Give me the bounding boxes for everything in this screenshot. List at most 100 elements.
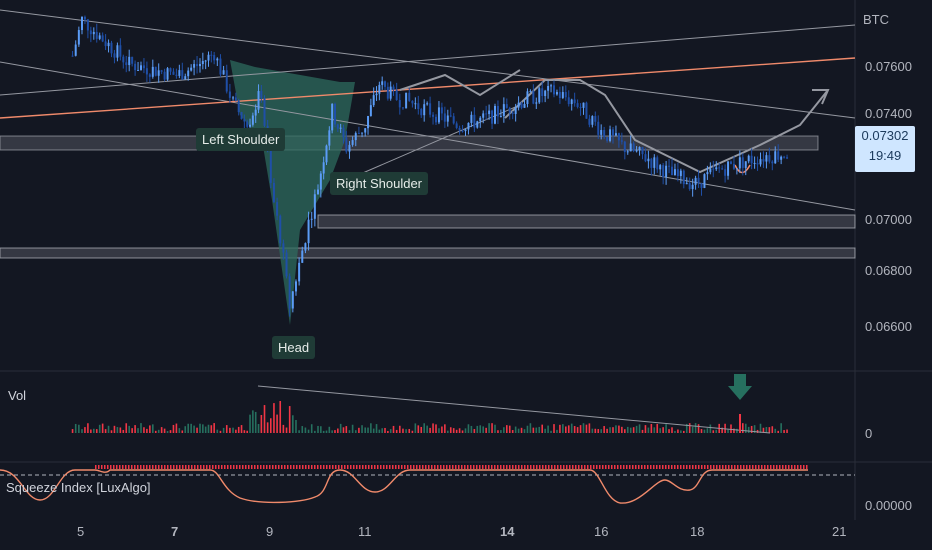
volume-bar: [199, 423, 201, 433]
candle-body: [140, 65, 142, 70]
volume-bar: [562, 424, 564, 433]
trendline-ascending-long[interactable]: [0, 24, 856, 96]
candle-body: [765, 155, 768, 162]
candle-body: [113, 53, 116, 58]
volume-bar: [494, 424, 496, 433]
projection-path[interactable]: [504, 79, 829, 174]
volume-bar: [252, 410, 254, 433]
volume-trendline[interactable]: [257, 385, 771, 434]
candle-body: [570, 99, 573, 105]
volume-bar: [202, 424, 204, 433]
label-left-shoulder: Left Shoulder: [196, 128, 286, 151]
candle-body: [204, 60, 207, 62]
candle-body: [116, 45, 119, 58]
candle-body: [411, 100, 414, 104]
volume-bar: [107, 425, 110, 433]
candle-body: [260, 91, 263, 98]
volume-bar: [334, 430, 336, 433]
candle-body: [301, 250, 304, 263]
trendline-descending-long[interactable]: [0, 61, 856, 211]
candle-body: [351, 140, 354, 145]
candle-body: [367, 116, 370, 129]
support-zone-middle[interactable]: [317, 214, 856, 229]
candle-body: [688, 183, 691, 190]
volume-bar: [213, 423, 215, 433]
candle-body: [458, 127, 461, 131]
candle-body: [738, 157, 741, 169]
support-zone-lower[interactable]: [0, 247, 856, 259]
candle-body: [579, 107, 582, 109]
volume-bar: [736, 428, 738, 433]
volume-bar: [95, 429, 98, 433]
candle-body: [476, 121, 479, 128]
trendline-descending-upper[interactable]: [0, 9, 856, 119]
volume-bar: [626, 426, 629, 433]
candle-body: [517, 102, 520, 108]
candle-body: [547, 86, 550, 91]
candle-body: [294, 281, 297, 292]
volume-bar: [110, 430, 113, 433]
y-tick-2: 0.07000: [865, 212, 912, 227]
projection-arrowhead: [812, 89, 830, 105]
volume-bar: [517, 428, 520, 433]
candle-body: [279, 215, 282, 244]
volume-bar: [273, 403, 275, 433]
volume-bar: [452, 428, 455, 433]
volume-bar: [169, 430, 172, 433]
volume-bar: [314, 430, 316, 433]
volume-bar: [154, 430, 157, 433]
candle-body: [331, 103, 334, 131]
candle-body: [304, 243, 307, 251]
x-tick-6: 18: [690, 524, 704, 539]
volume-bar: [387, 430, 389, 433]
volume-bar: [351, 424, 354, 433]
candle-body: [467, 122, 470, 130]
volume-bar: [193, 425, 195, 433]
candle-body: [354, 133, 357, 141]
volume-bar: [697, 424, 700, 433]
candle-body: [759, 159, 762, 165]
candle-body: [747, 155, 750, 162]
volume-bar: [187, 423, 189, 433]
volume-bar: [629, 427, 632, 433]
volume-bar: [742, 423, 744, 433]
candle-body: [172, 71, 175, 75]
support-zone-upper[interactable]: [0, 135, 819, 151]
zigzag-early[interactable]: [399, 69, 521, 97]
candle-body: [638, 147, 641, 151]
candle-body: [110, 42, 113, 54]
volume-bar: [724, 423, 726, 433]
volume-bar: [181, 430, 184, 433]
candle-body: [381, 81, 384, 85]
volume-bar: [405, 429, 407, 433]
volume-bar: [638, 424, 641, 433]
volume-bar: [600, 429, 602, 433]
label-head: Head: [272, 336, 316, 359]
candle-body: [432, 114, 435, 117]
volume-bar: [473, 429, 476, 433]
candle-body: [435, 116, 437, 123]
candle-body: [473, 114, 476, 128]
trendline-orange[interactable]: [0, 57, 856, 119]
candle-body: [89, 30, 92, 35]
volume-bar: [210, 425, 213, 433]
candle-body: [694, 177, 697, 185]
volume-bar: [591, 428, 594, 433]
volume-bar: [320, 426, 322, 433]
volume-bar: [219, 430, 222, 433]
candle-body: [257, 91, 260, 110]
volume-bar: [458, 428, 461, 433]
volume-bar: [609, 427, 611, 433]
volume-bar: [317, 425, 319, 433]
volume-bar: [650, 424, 653, 433]
volume-bar: [615, 425, 617, 433]
candle-body: [142, 65, 145, 69]
volume-bar: [709, 424, 712, 433]
candle-body: [369, 105, 372, 117]
candle-body: [718, 167, 721, 169]
candle-body: [225, 70, 228, 92]
candle-body: [216, 58, 219, 61]
candle-body: [591, 116, 594, 125]
candle-body: [452, 116, 455, 124]
